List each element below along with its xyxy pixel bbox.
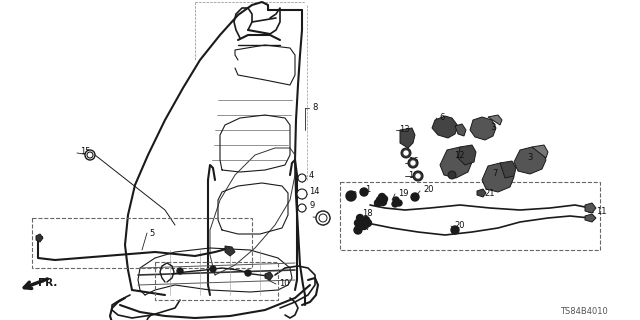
Text: 9: 9	[309, 202, 314, 211]
Circle shape	[378, 194, 385, 201]
Polygon shape	[265, 272, 273, 280]
Polygon shape	[482, 163, 514, 192]
Polygon shape	[458, 145, 476, 165]
Circle shape	[85, 150, 95, 160]
Circle shape	[245, 270, 251, 276]
Text: 20: 20	[423, 186, 433, 195]
Polygon shape	[585, 214, 596, 222]
Text: 17: 17	[360, 223, 371, 233]
Text: 8: 8	[312, 103, 317, 113]
Text: 12: 12	[454, 150, 465, 159]
Text: 14: 14	[309, 188, 319, 196]
Text: 21: 21	[484, 188, 495, 197]
Polygon shape	[400, 128, 415, 148]
Text: 2: 2	[351, 190, 356, 199]
Bar	[155, 262, 278, 300]
Circle shape	[392, 201, 398, 207]
Circle shape	[380, 198, 387, 205]
Text: 16: 16	[408, 157, 419, 166]
Text: 7: 7	[492, 170, 497, 179]
Circle shape	[374, 199, 381, 206]
Polygon shape	[488, 115, 502, 125]
Circle shape	[360, 188, 368, 196]
Text: 6: 6	[439, 114, 444, 123]
Circle shape	[360, 220, 367, 228]
Circle shape	[356, 214, 364, 221]
Text: TS84B4010: TS84B4010	[560, 308, 608, 316]
Circle shape	[396, 200, 402, 206]
Circle shape	[411, 193, 419, 201]
Circle shape	[210, 266, 216, 272]
Circle shape	[316, 211, 330, 225]
Text: 13: 13	[399, 124, 410, 133]
Circle shape	[319, 214, 327, 222]
Text: 18: 18	[362, 210, 372, 219]
Circle shape	[360, 222, 367, 229]
Polygon shape	[514, 147, 546, 174]
Circle shape	[354, 226, 362, 234]
Bar	[340, 182, 600, 250]
Circle shape	[297, 189, 307, 199]
Text: FR.: FR.	[38, 278, 58, 288]
Polygon shape	[36, 234, 43, 242]
Circle shape	[376, 196, 383, 204]
Text: 11: 11	[596, 207, 607, 217]
Text: 15: 15	[80, 148, 90, 156]
Circle shape	[408, 158, 418, 168]
Circle shape	[298, 174, 306, 182]
Circle shape	[362, 217, 369, 223]
Circle shape	[381, 196, 387, 203]
Circle shape	[177, 268, 183, 274]
Circle shape	[411, 161, 415, 165]
Text: 3: 3	[527, 154, 532, 163]
Circle shape	[451, 226, 459, 234]
Polygon shape	[500, 161, 516, 178]
Text: 1: 1	[365, 186, 371, 195]
Bar	[32, 218, 252, 268]
Text: 3: 3	[490, 124, 495, 132]
Text: 19: 19	[398, 188, 408, 197]
Text: 20: 20	[454, 220, 465, 229]
Text: 15: 15	[316, 212, 326, 221]
Circle shape	[404, 151, 408, 155]
Text: 10: 10	[279, 279, 289, 289]
Circle shape	[448, 171, 456, 179]
Circle shape	[393, 197, 399, 203]
Text: 16: 16	[408, 171, 419, 180]
Circle shape	[346, 191, 356, 201]
Polygon shape	[455, 124, 466, 136]
Polygon shape	[470, 117, 496, 140]
Circle shape	[298, 204, 306, 212]
Circle shape	[365, 220, 371, 227]
Circle shape	[416, 174, 420, 178]
Polygon shape	[585, 203, 596, 213]
Polygon shape	[477, 189, 486, 197]
Polygon shape	[225, 246, 235, 256]
Polygon shape	[532, 145, 548, 158]
Text: 5: 5	[149, 228, 154, 237]
Polygon shape	[440, 147, 472, 178]
Circle shape	[87, 152, 93, 158]
Circle shape	[401, 148, 411, 158]
Text: 4: 4	[309, 172, 314, 180]
Circle shape	[355, 220, 362, 227]
Polygon shape	[432, 116, 458, 138]
Circle shape	[413, 171, 423, 181]
